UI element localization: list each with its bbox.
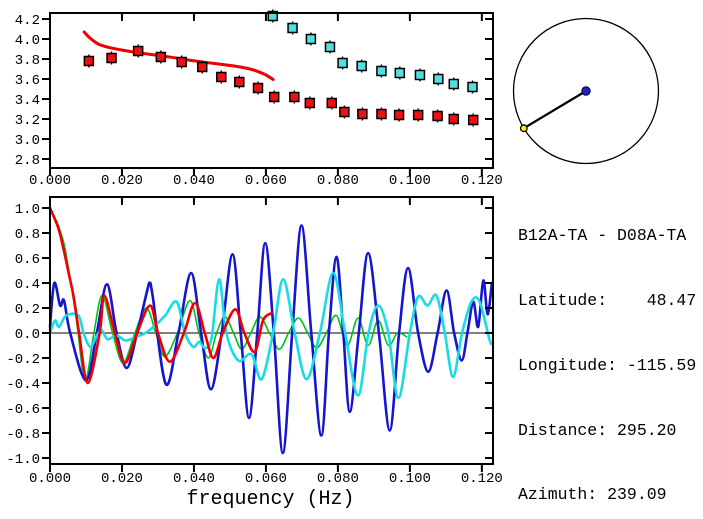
red-velocity-measurements-point	[326, 97, 338, 109]
y-tick-label: 4.0	[15, 33, 40, 49]
blue-trace-curve	[48, 224, 494, 455]
red-velocity-measurements-point	[106, 52, 117, 64]
dispersion-plot: 0.000 0.020 0.040 0.060 0.080 0.100 0.120 2.8 3.…	[15, 9, 503, 189]
y-tick-label: 3.6	[15, 73, 40, 89]
red-velocity-measurements-point	[234, 76, 245, 88]
red-velocity-measurements-point	[132, 45, 144, 57]
station-azimuth-dot	[519, 124, 528, 133]
x-tick-label: 0.000	[29, 471, 71, 487]
y-tick-label: 4.2	[15, 13, 40, 29]
cyan-velocity-measurements-point	[337, 57, 348, 69]
red-velocity-measurements-point	[176, 56, 187, 68]
longitude-line: Longitude: -115.59	[518, 355, 697, 375]
red-velocity-measurements-point	[467, 114, 479, 126]
cyan-velocity-measurements-point	[324, 41, 336, 53]
red-velocity-measurements-point	[357, 108, 368, 120]
y-tick-label: 0.0	[15, 327, 40, 343]
y-tick-label: -1.0	[6, 452, 40, 468]
red-velocity-measurements-point	[155, 51, 167, 63]
distance-line: Distance: 295.20	[518, 420, 677, 440]
y-tick-label: 0.8	[15, 227, 40, 243]
cyan-velocity-measurements-point	[356, 60, 367, 72]
x-tick-label: 0.000	[29, 173, 71, 189]
x-tick-label: 0.060	[245, 173, 287, 189]
y-tick-label: 2.8	[15, 153, 40, 169]
station-pair-title: B12A-TA - D08A-TA	[518, 226, 687, 246]
y-tick-label: -0.8	[6, 427, 40, 443]
x-tick-label: 0.060	[245, 471, 287, 487]
azimuth-line: Azimuth: 239.09	[518, 485, 667, 505]
green-trace-curve	[49, 207, 408, 382]
y-tick-label: 0.4	[15, 277, 40, 293]
red-velocity-measurements-point	[252, 82, 264, 94]
x-tick-label: 0.120	[461, 471, 503, 487]
x-tick-label: 0.020	[101, 173, 143, 189]
y-tick-label: -0.2	[6, 352, 40, 368]
x-tick-label: 0.100	[389, 471, 431, 487]
correlation-plot: 0.000 0.020 0.040 0.060 0.080 0.100 0.120 -1.0 -…	[6, 196, 503, 511]
x-axis-label: frequency (Hz)	[186, 488, 354, 511]
red-velocity-measurements-point	[376, 108, 387, 120]
y-tick-label: -0.6	[6, 402, 40, 418]
red-velocity-measurements-point	[268, 91, 280, 103]
plot-frame	[49, 196, 494, 465]
x-tick-label: 0.080	[317, 471, 359, 487]
cyan-velocity-measurements-point	[376, 65, 387, 77]
station-center-dot	[581, 86, 591, 96]
y-tick-label: 3.0	[15, 133, 40, 149]
y-tick-label: 3.8	[15, 53, 40, 69]
red-velocity-measurements-point	[83, 55, 95, 67]
y-tick-label: 3.2	[15, 113, 40, 129]
cyan-velocity-measurements-point	[467, 81, 478, 93]
y-tick-label: 1.0	[15, 202, 40, 218]
cyan-velocity-measurements-point	[394, 67, 406, 79]
y-tick-label: -0.4	[6, 377, 40, 393]
x-tick-label: 0.040	[173, 471, 215, 487]
red-velocity-measurements-point	[196, 61, 208, 73]
latitude-line: Latitude: 48.47	[518, 290, 697, 310]
y-tick-label: 0.2	[15, 302, 40, 318]
red-trace-curve	[48, 206, 273, 385]
x-tick-label: 0.120	[461, 173, 503, 189]
plot-frame	[49, 12, 494, 169]
cyan-velocity-measurements-point	[414, 69, 426, 81]
cyan-velocity-measurements-point	[287, 22, 298, 34]
y-tick-label: 3.4	[15, 93, 40, 109]
x-tick-label: 0.100	[389, 173, 431, 189]
azimuth-line-segment	[523, 90, 587, 130]
red-velocity-measurements-point	[339, 106, 350, 118]
red-velocity-measurements-point	[393, 109, 405, 121]
red-velocity-measurements-point	[432, 110, 443, 122]
red-velocity-measurements-point	[412, 109, 424, 121]
cyan-velocity-measurements-point	[305, 33, 317, 45]
x-tick-label: 0.080	[317, 173, 359, 189]
x-tick-label: 0.020	[101, 471, 143, 487]
red-velocity-measurements-point	[448, 113, 460, 125]
cyan-velocity-measurements-point	[448, 78, 460, 90]
red-velocity-measurements-point	[216, 71, 227, 83]
y-tick-label: 0.6	[15, 252, 40, 268]
x-tick-label: 0.040	[173, 173, 215, 189]
azimuth-inset	[512, 17, 660, 165]
cyan-velocity-measurements-point	[267, 10, 279, 22]
station-pair-info: B12A-TA - D08A-TA Latitude: 48.47 Longit…	[518, 182, 696, 519]
cyan-velocity-measurements-point	[433, 73, 444, 85]
azimuth-circle	[512, 17, 660, 165]
red-velocity-measurements-point	[289, 91, 300, 103]
red-velocity-measurements-point	[304, 97, 316, 109]
cyan-trace-curve	[48, 271, 495, 400]
